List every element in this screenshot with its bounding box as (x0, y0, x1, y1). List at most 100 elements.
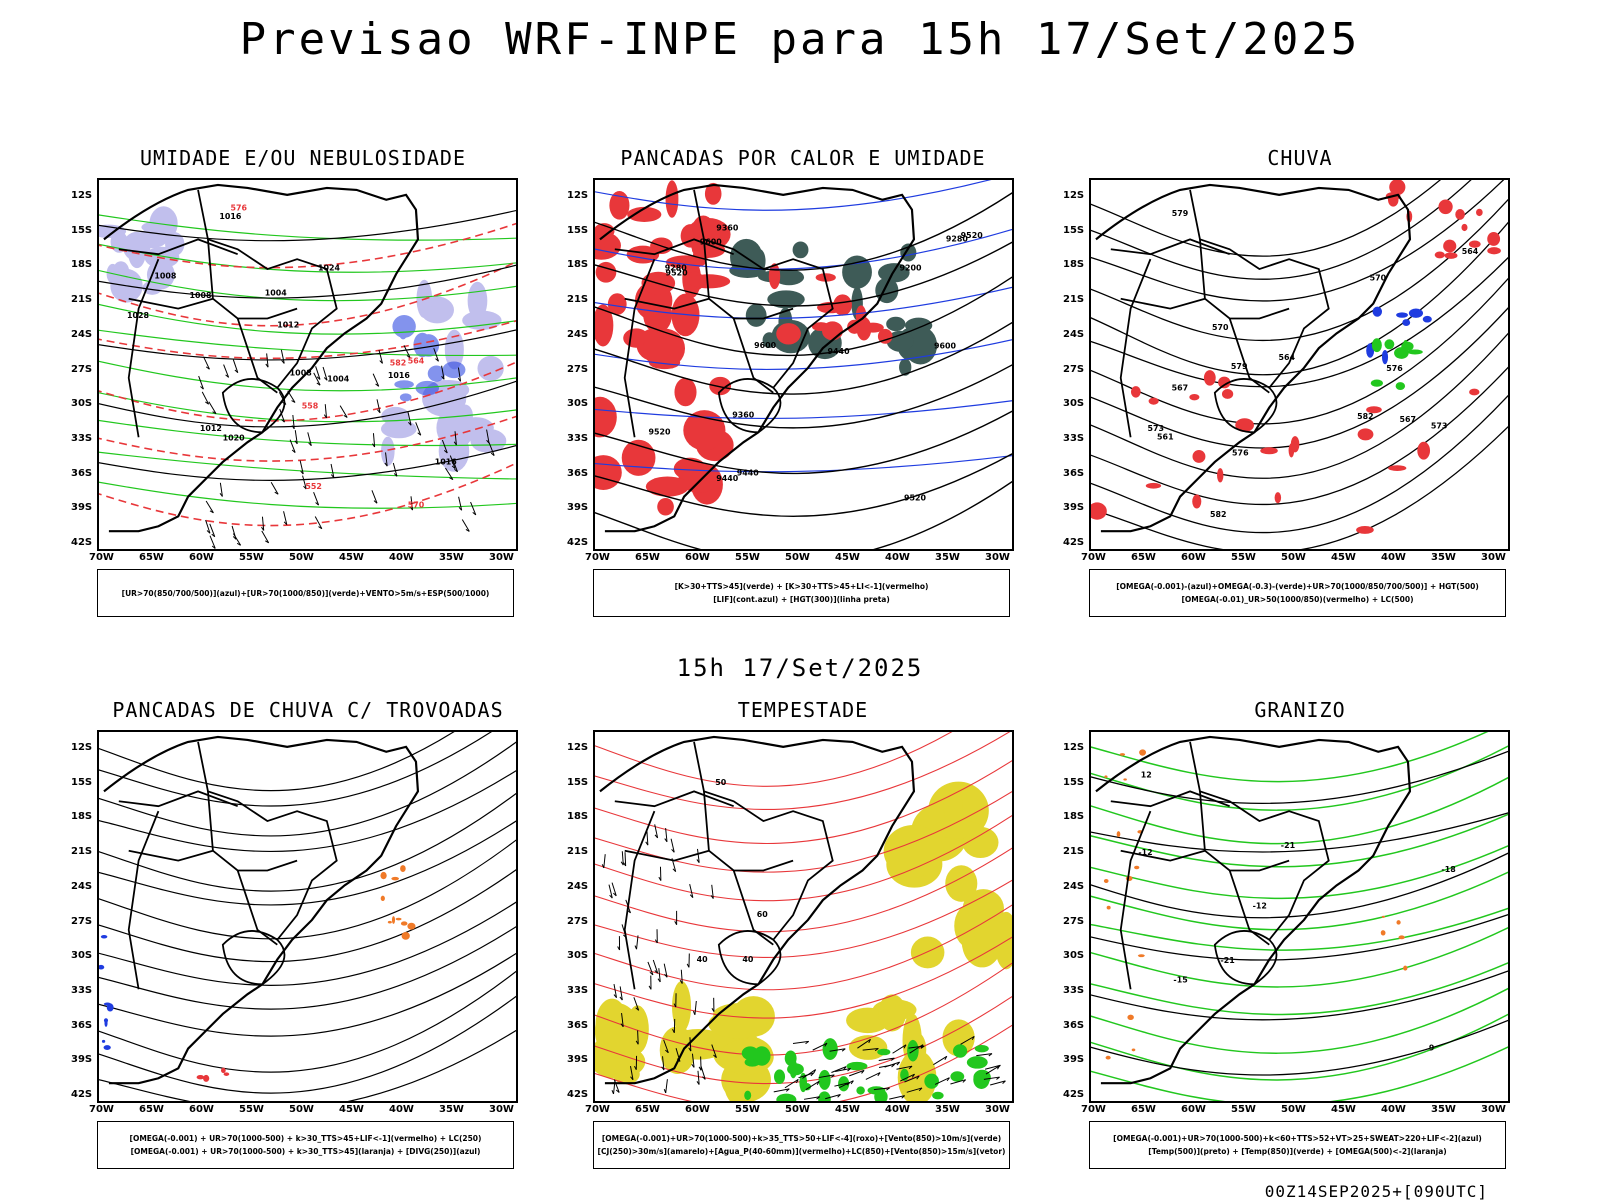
contour-label: 9520 (961, 231, 984, 240)
contour-label: 582 (1210, 510, 1227, 519)
longitude-label: 65W (1131, 552, 1156, 563)
latitude-label: 42S (71, 1089, 92, 1100)
contour-label: 9600 (754, 341, 777, 350)
latitude-label: 15S (567, 777, 588, 788)
contour-label: -12 (1138, 848, 1152, 857)
longitude-label: 65W (139, 552, 164, 563)
contour-label: 564 (408, 356, 425, 365)
longitude-label: 50W (785, 552, 810, 563)
longitude-label: 55W (239, 552, 264, 563)
longitude-label: 40W (389, 552, 414, 563)
latitude-label: 24S (1063, 881, 1084, 892)
contour-label: 552 (305, 482, 322, 491)
longitude-label: 35W (439, 1104, 464, 1115)
contour-label: 1004 (265, 288, 288, 297)
contour-label: 9600 (700, 237, 723, 246)
contour-label: 561 (1157, 432, 1174, 441)
longitude-label: 60W (189, 1104, 214, 1115)
latitude-label: 18S (567, 811, 588, 822)
contour-label: 564 (1462, 247, 1479, 256)
longitude-label: 40W (1381, 1104, 1406, 1115)
latitude-label: 18S (1063, 259, 1084, 270)
country-border (734, 870, 774, 944)
contour-label: 40 (697, 955, 709, 964)
latitude-label: 30S (1063, 950, 1084, 961)
contour-label: 576 (1232, 448, 1249, 457)
legend-line: [OMEGA(-0.001)-(azul)+OMEGA(-0.3)-(verde… (1116, 580, 1479, 593)
longitude-label: 60W (189, 552, 214, 563)
contour-label: 576 (230, 204, 247, 213)
longitude-label: 60W (685, 552, 710, 563)
longitude-label: 30W (489, 1104, 514, 1115)
coastline (104, 737, 418, 1083)
contour-label: 9360 (732, 411, 755, 420)
latitude-label: 15S (71, 225, 92, 236)
country-border (208, 791, 297, 870)
contour-label: 579 (1172, 209, 1189, 218)
latitude-label: 24S (567, 881, 588, 892)
contour-label: -12 (1253, 901, 1267, 910)
latitude-label: 42S (1063, 537, 1084, 548)
legend-line: [OMEGA(-0.001) + UR>70(1000-500) + k>30_… (131, 1145, 481, 1158)
longitude-label: 50W (785, 1104, 810, 1115)
contour-label: 9440 (716, 474, 739, 483)
latitude-label: 12S (71, 190, 92, 201)
longitude-label: 50W (289, 552, 314, 563)
contour-label: 1016 (388, 371, 411, 380)
country-border (734, 318, 774, 392)
latitude-label: 33S (71, 985, 92, 996)
contour-label: 1012 (200, 424, 222, 433)
legend-line: [OMEGA(-0.001) + UR>70(1000-500) + k>30_… (130, 1132, 482, 1145)
contour-label: 558 (302, 401, 319, 410)
latitude-label: 21S (71, 846, 92, 857)
latitude-label: 33S (1063, 433, 1084, 444)
longitude-label: 60W (1181, 1104, 1206, 1115)
longitude-label: 55W (1231, 552, 1256, 563)
latitude-label: 30S (567, 398, 588, 409)
longitude-label: 45W (1331, 1104, 1356, 1115)
contour-label: 60 (757, 910, 769, 919)
latitude-label: 24S (71, 881, 92, 892)
longitude-label: 60W (1181, 552, 1206, 563)
contour-label: 9360 (716, 223, 739, 232)
country-border (198, 742, 337, 940)
country-border (704, 791, 793, 870)
contour-label: 579 (1231, 362, 1248, 371)
longitude-label: 65W (139, 1104, 164, 1115)
contour-label: 1008 (290, 369, 313, 378)
latitude-label: 15S (1063, 777, 1084, 788)
contour-label: 582 (390, 358, 407, 367)
latitude-label: 39S (1063, 1054, 1084, 1065)
contour-label: 570 (1370, 274, 1387, 283)
country-border (615, 791, 734, 806)
panel-title: TEMPESTADE (583, 698, 1023, 722)
legend-line: [K>30+TTS>45](verde) + [K>30+TTS>45+LI<-… (675, 580, 929, 593)
latitude-label: 18S (71, 259, 92, 270)
longitude-label: 65W (635, 1104, 660, 1115)
latitude-label: 12S (1063, 742, 1084, 753)
contour-label: 1004 (327, 374, 350, 383)
latitude-label: 36S (1063, 1020, 1084, 1031)
contour-label: 567 (1172, 383, 1189, 392)
contour-label: 573 (1431, 422, 1448, 431)
latitude-label: 15S (71, 777, 92, 788)
contour-label: 1028 (127, 311, 150, 320)
panel-legend: [K>30+TTS>45](verde) + [K>30+TTS>45+LI<-… (593, 569, 1010, 617)
latitude-label: 30S (567, 950, 588, 961)
legend-line: [OMEGA(-0.001)+UR>70(1000-500)+k>35_TTS>… (602, 1132, 1001, 1145)
legend-line: [CJ(250)>30m/s](amarelo)+[Agua_P(40-60mm… (598, 1145, 1006, 1158)
longitude-label: 45W (1331, 552, 1356, 563)
longitude-label: 35W (439, 552, 464, 563)
legend-line: [OMEGA(-0.001)+UR>70(1000-500)+k<60+TTS>… (1113, 1132, 1482, 1145)
contour-label: 40 (742, 955, 754, 964)
longitude-label: 55W (1231, 1104, 1256, 1115)
longitude-label: 70W (89, 1104, 114, 1115)
contour-label: 564 (1278, 353, 1295, 362)
latitude-label: 30S (71, 950, 92, 961)
latitude-label: 15S (567, 225, 588, 236)
longitude-label: 65W (1131, 1104, 1156, 1115)
legend-line: [UR>70(850/700/500)](azul)+[UR>70(1000/8… (122, 587, 490, 600)
country-border (1111, 239, 1230, 254)
